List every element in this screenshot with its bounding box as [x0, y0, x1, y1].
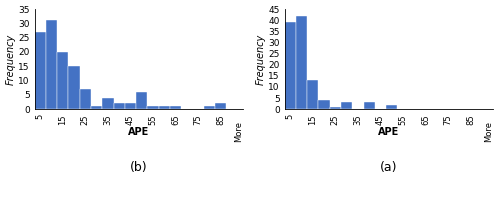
Bar: [102, 98, 114, 109]
Text: More: More: [484, 121, 493, 142]
Bar: [91, 106, 102, 109]
Bar: [125, 104, 136, 109]
Bar: [330, 107, 341, 109]
Bar: [57, 52, 68, 109]
Bar: [34, 32, 46, 109]
Bar: [170, 106, 181, 109]
Bar: [296, 16, 307, 109]
Bar: [148, 106, 158, 109]
Bar: [114, 104, 125, 109]
Y-axis label: Frequency: Frequency: [6, 33, 16, 85]
Text: More: More: [234, 121, 243, 142]
Bar: [215, 104, 226, 109]
Bar: [318, 100, 330, 109]
Text: (a): (a): [380, 161, 398, 174]
Bar: [284, 22, 296, 109]
Y-axis label: Frequency: Frequency: [256, 33, 266, 85]
Bar: [386, 105, 398, 109]
Bar: [46, 20, 57, 109]
Bar: [136, 92, 147, 109]
Text: (b): (b): [130, 161, 148, 174]
Bar: [68, 66, 80, 109]
X-axis label: APE: APE: [128, 127, 150, 137]
Bar: [158, 106, 170, 109]
Bar: [80, 89, 91, 109]
X-axis label: APE: APE: [378, 127, 400, 137]
Bar: [364, 102, 375, 109]
Bar: [307, 80, 318, 109]
Bar: [341, 102, 352, 109]
Bar: [204, 106, 215, 109]
